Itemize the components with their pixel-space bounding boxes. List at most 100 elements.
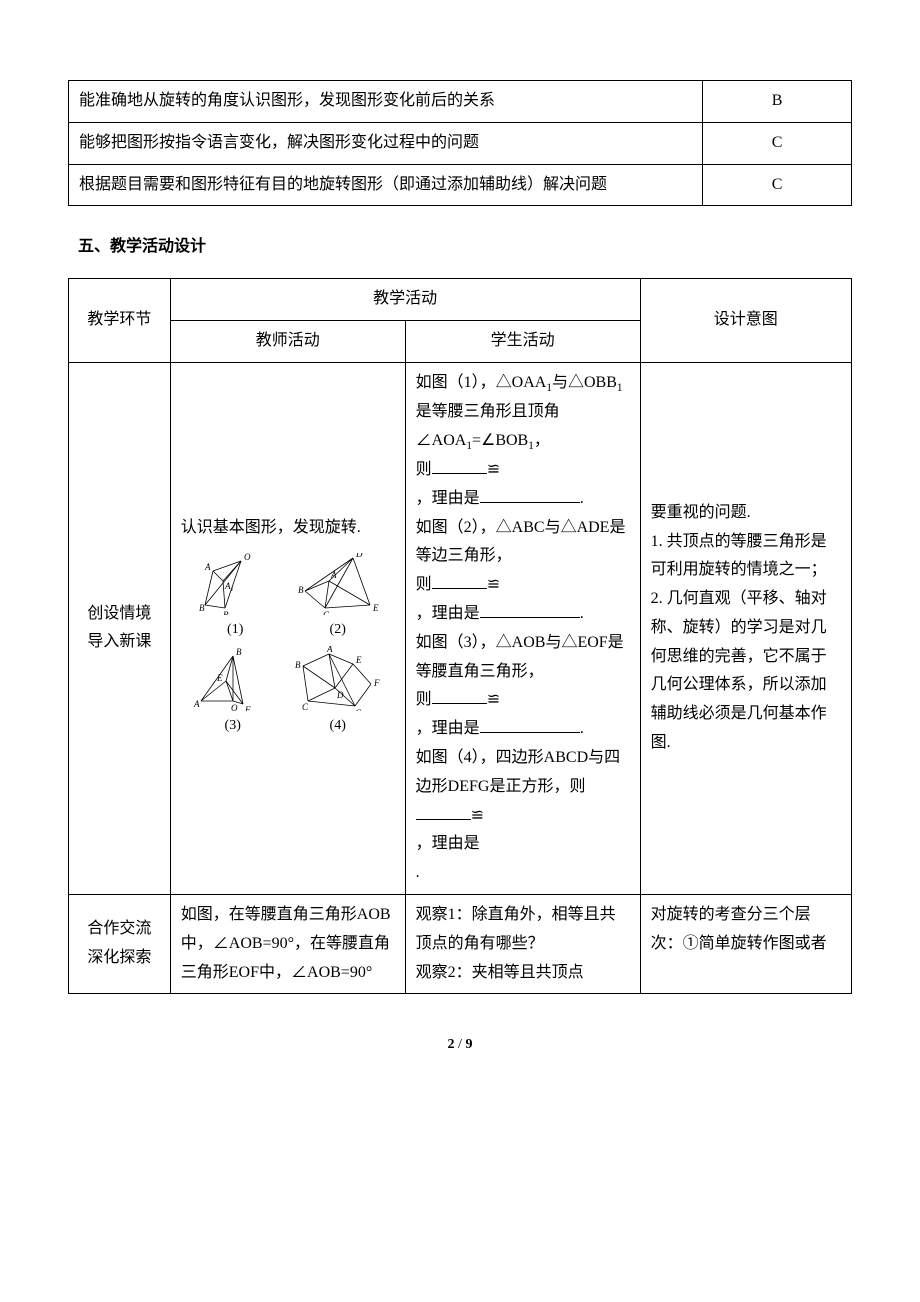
figure-4: A B C D E F G (4)	[293, 646, 383, 738]
header-activity: 教学活动	[170, 278, 640, 320]
text: ，理由是	[416, 835, 480, 852]
geometry-diagram-icon: B C A D E	[295, 553, 380, 615]
teaching-activity-table: 教学环节 教学活动 设计意图 教师活动 学生活动 创设情境 导入新课 认识基本图…	[68, 278, 852, 994]
figure-caption: (1)	[195, 617, 275, 642]
svg-text:E: E	[216, 673, 223, 683]
diagrams-block: B B1 A A1 O (1) B C A D E (2)	[181, 553, 395, 738]
table-row: 能够把图形按指令语言变化，解决图形变化过程中的问题 C	[69, 122, 852, 164]
blank-field	[480, 487, 580, 503]
design-text: 2. 几何直观（平移、轴对称、旋转）的学习是对几何思维的完善，它不属于几何公理体…	[651, 585, 841, 758]
blank-field	[432, 688, 487, 704]
svg-text:B: B	[298, 585, 304, 595]
svg-text:A: A	[326, 646, 333, 654]
svg-text:B: B	[199, 603, 205, 613]
text: ，	[534, 432, 550, 449]
svg-text:B: B	[236, 647, 242, 657]
svg-text:A1: A1	[224, 581, 234, 593]
phase-label: 合作交流	[79, 915, 160, 944]
table-row: 合作交流 深化探索 如图，在等腰直角三角形AOB中，∠AOB=90°，在等腰直角…	[69, 895, 852, 994]
phase-cell: 合作交流 深化探索	[69, 895, 171, 994]
design-cell: 要重视的问题. 1. 共顶点的等腰三角形是可利用旋转的情境之一； 2. 几何直观…	[640, 362, 851, 894]
text: ，理由是	[416, 720, 480, 737]
figure-caption: (3)	[193, 713, 273, 738]
blank-field	[480, 602, 580, 618]
svg-text:B: B	[295, 660, 301, 670]
svg-text:D: D	[336, 690, 344, 700]
text: 与△OB	[552, 374, 606, 391]
geometry-diagram-icon: A B C D E F G	[293, 646, 383, 711]
svg-text:F: F	[244, 705, 251, 711]
text: 如图（3），△AOB与△EOF是等腰直角三角形，	[416, 634, 624, 680]
text: ≌	[471, 807, 484, 824]
page-total: 9	[465, 1037, 472, 1052]
table-row: 创设情境 导入新课 认识基本图形，发现旋转. B B1 A A1 O (1)	[69, 362, 852, 894]
geometry-diagram-icon: A O B E F	[193, 646, 273, 711]
phase-cell: 创设情境 导入新课	[69, 362, 171, 894]
cognition-level-table: 能准确地从旋转的角度认识图形，发现图形变化前后的关系 B 能够把图形按指令语言变…	[68, 80, 852, 206]
teacher-text: 认识基本图形，发现旋转.	[181, 514, 395, 543]
text: ≌	[487, 691, 500, 708]
blank-field	[432, 573, 487, 589]
cell-desc: 根据题目需要和图形特征有目的地旋转图形（即通过添加辅助线）解决问题	[69, 164, 703, 206]
svg-text:A: A	[330, 570, 337, 580]
text: 则	[416, 461, 432, 478]
cell-desc: 能够把图形按指令语言变化，解决图形变化过程中的问题	[69, 122, 703, 164]
cell-level: B	[703, 81, 852, 123]
blank-field	[480, 717, 580, 733]
text: ≌	[487, 461, 500, 478]
svg-text:B1: B1	[223, 610, 232, 615]
svg-text:A: A	[193, 699, 200, 709]
header-phase: 教学环节	[69, 278, 171, 362]
cell-level: C	[703, 122, 852, 164]
text: ，理由是	[416, 490, 480, 507]
svg-text:E: E	[372, 603, 379, 613]
text: 则	[416, 691, 432, 708]
header-teacher: 教师活动	[170, 320, 405, 362]
figure-3: A O B E F (3)	[193, 646, 273, 738]
svg-text:D: D	[355, 553, 363, 559]
svg-text:C: C	[323, 610, 330, 615]
teacher-cell: 如图，在等腰直角三角形AOB中，∠AOB=90°，在等腰直角三角形EOF中，∠A…	[170, 895, 405, 994]
table-row: 根据题目需要和图形特征有目的地旋转图形（即通过添加辅助线）解决问题 C	[69, 164, 852, 206]
figure-1: B B1 A A1 O (1)	[195, 553, 275, 642]
svg-text:F: F	[373, 678, 380, 688]
svg-text:O: O	[231, 703, 238, 711]
phase-label: 创设情境	[79, 600, 160, 629]
blank-field	[416, 804, 471, 820]
text: 如图（1），△OA	[416, 374, 535, 391]
page-number: 2	[448, 1037, 455, 1052]
cell-desc: 能准确地从旋转的角度认识图形，发现图形变化前后的关系	[69, 81, 703, 123]
header-design: 设计意图	[640, 278, 851, 362]
student-cell: 如图（1），△OAA1与△OBB1是等腰三角形且顶角∠AOA1=∠BOB1， 则…	[405, 362, 640, 894]
student-text: 观察2：夹相等且共顶点	[416, 959, 630, 988]
figure-caption: (2)	[295, 617, 380, 642]
svg-text:E: E	[355, 655, 362, 665]
text: 如图（4），四边形ABCD与四边形DEFG是正方形，则	[416, 749, 620, 795]
figure-caption: (4)	[293, 713, 383, 738]
design-text: 要重视的问题.	[651, 499, 841, 528]
section-5-title: 五、教学活动设计	[78, 234, 852, 260]
svg-text:G: G	[355, 708, 362, 711]
figure-2: B C A D E (2)	[295, 553, 380, 642]
page-sep: /	[455, 1037, 466, 1052]
design-cell: 对旋转的考查分三个层次：①简单旋转作图或者	[640, 895, 851, 994]
student-text: 观察1：除直角外，相等且共顶点的角有哪些？	[416, 901, 630, 959]
geometry-diagram-icon: B B1 A A1 O	[195, 553, 275, 615]
svg-text:O: O	[244, 553, 251, 562]
header-student: 学生活动	[405, 320, 640, 362]
teacher-cell: 认识基本图形，发现旋转. B B1 A A1 O (1) B C A D E	[170, 362, 405, 894]
page-footer: 2 / 9	[68, 1034, 852, 1056]
text: 则	[416, 576, 432, 593]
blank-field	[432, 458, 487, 474]
text: ≌	[487, 576, 500, 593]
table-header-row: 教学环节 教学活动 设计意图	[69, 278, 852, 320]
text: ，理由是	[416, 605, 480, 622]
svg-text:A: A	[204, 562, 211, 572]
student-cell: 观察1：除直角外，相等且共顶点的角有哪些？ 观察2：夹相等且共顶点	[405, 895, 640, 994]
cell-level: C	[703, 164, 852, 206]
phase-label: 深化探索	[79, 944, 160, 973]
table-row: 能准确地从旋转的角度认识图形，发现图形变化前后的关系 B	[69, 81, 852, 123]
svg-text:C: C	[302, 702, 309, 711]
text: 如图（2），△ABC与△ADE是等边三角形，	[416, 519, 626, 565]
text: =∠BO	[472, 432, 518, 449]
